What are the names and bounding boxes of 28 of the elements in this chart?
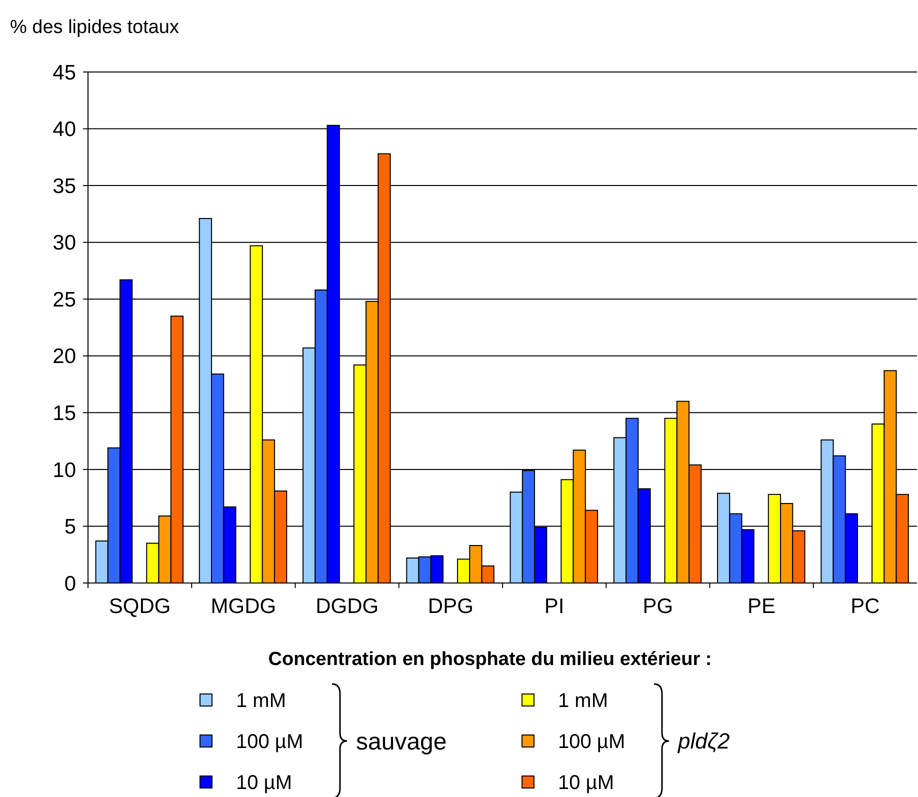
x-tick-label: MGDG [210,595,276,618]
legend-label: 10 µM [558,772,614,794]
x-tick-label: PC [850,595,880,618]
y-tick-label: 40 [52,118,76,142]
y-tick-label: 0 [64,572,76,596]
y-tick-label: 20 [52,345,76,368]
legend-label: 100 µM [558,731,626,753]
text: sauvage [356,728,447,756]
y-tick-label: 25 [52,288,76,312]
legend-label: 100 µM [236,731,304,753]
y-tick-label: 30 [52,232,76,255]
y-axis-title: % des lipides totaux [10,17,180,38]
legend-label: 1 mM [236,690,286,712]
x-tick-label: PG [642,595,674,618]
x-tick-label: SQDG [108,595,171,618]
y-tick-label: 15 [52,402,76,426]
legend-label: 1 mM [558,690,608,712]
y-tick-label: 5 [64,516,76,539]
text: pldζ2 [677,728,730,754]
legend-label: 10 µM [236,772,292,794]
y-tick-label: 45 [52,61,76,84]
x-tick-label: DGDG [316,595,379,618]
legend-title: Concentration en phosphate du milieu extérieur : [268,649,712,670]
x-tick-label: PE [748,595,776,618]
y-tick-label: 35 [52,174,76,198]
x-tick-label: PI [544,595,564,618]
y-tick-label: 10 [52,458,76,482]
x-tick-label: DPG [428,595,474,618]
